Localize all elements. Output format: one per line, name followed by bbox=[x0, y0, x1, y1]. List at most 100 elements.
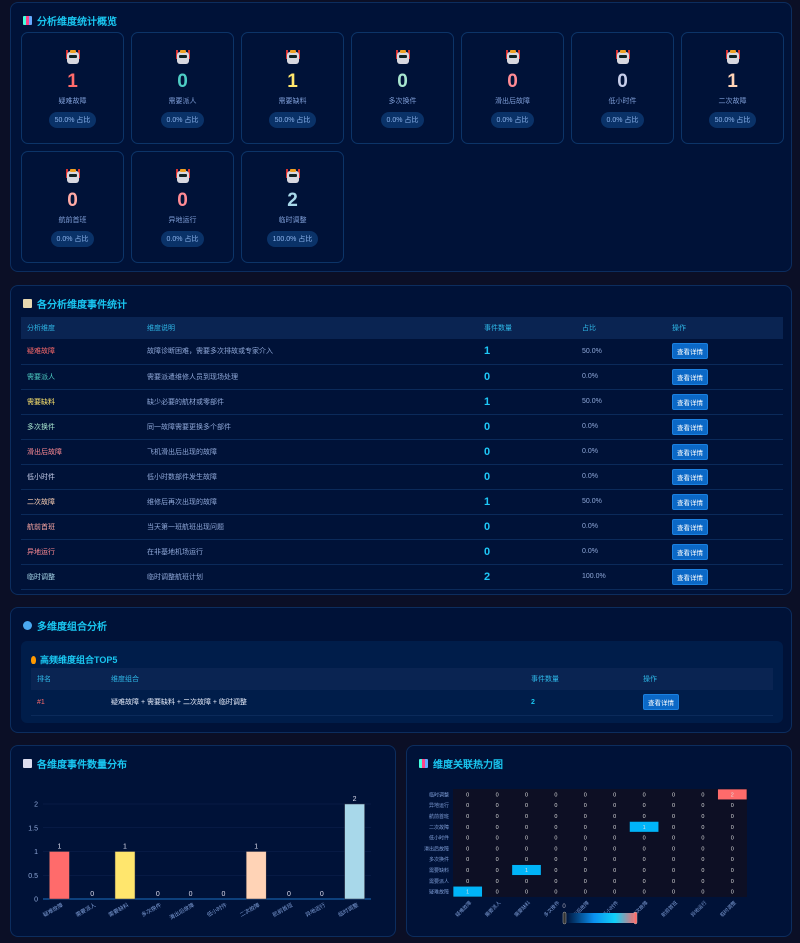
heatmap-cell bbox=[717, 788, 748, 801]
magnifier-icon bbox=[23, 621, 32, 630]
heatmap-cell-value: 0 bbox=[701, 803, 704, 809]
heatmap-cell-value: 0 bbox=[525, 814, 528, 820]
heatmap-cell-value: 0 bbox=[554, 868, 557, 874]
overview-panel: 分析维度统计概览 1 疑难故障 50.0% 占比 0 需要派人 0.0% 占比 … bbox=[10, 2, 792, 272]
robot-icon bbox=[175, 168, 191, 184]
robot-icon bbox=[65, 168, 81, 184]
heatmap-cell-value: 0 bbox=[643, 803, 646, 809]
view-details-button[interactable]: 查看详情 bbox=[672, 368, 708, 385]
view-details-button[interactable]: 查看详情 bbox=[643, 694, 679, 711]
col-header: 操作 bbox=[666, 317, 783, 339]
heatmap-cell-value: 0 bbox=[554, 803, 557, 809]
view-details-button[interactable]: 查看详情 bbox=[672, 518, 708, 535]
combo-count: 2 bbox=[525, 690, 637, 716]
y-tick-label: 临时调整 bbox=[429, 791, 449, 798]
x-tick-label: 需要缺料 bbox=[513, 899, 532, 918]
dimension-desc: 需要派遣维修人员到现场处理 bbox=[141, 364, 478, 390]
heatmap-cell-value: 0 bbox=[584, 868, 587, 874]
heatmap-cell-value: 0 bbox=[731, 868, 734, 874]
dimension-card[interactable]: 0 滑出后故障 0.0% 占比 bbox=[461, 32, 564, 144]
view-details-button[interactable]: 查看详情 bbox=[672, 418, 708, 435]
dimension-card[interactable]: 1 疑难故障 50.0% 占比 bbox=[21, 32, 124, 144]
dimension-desc: 同一故障需要更换多个部件 bbox=[141, 414, 478, 440]
heatmap-cell-value: 0 bbox=[466, 803, 469, 809]
heatmap-cell-value: 0 bbox=[701, 836, 704, 842]
heatmap-cell-value: 0 bbox=[466, 814, 469, 820]
x-tick-label: 多次换件 bbox=[542, 899, 561, 918]
events-panel: 各分析维度事件统计 分析维度 维度说明 事件数量 占比 操作 疑难故障 故障诊断困难，需… bbox=[10, 285, 792, 595]
y-tick-label: 低小时件 bbox=[429, 835, 449, 842]
table-row: 疑难故障 故障诊断困难，需要多次排故或专家介入 1 50.0% 查看详情 bbox=[21, 339, 783, 365]
heatmap-cell-value: 0 bbox=[731, 879, 734, 885]
view-details-button[interactable]: 查看详情 bbox=[672, 543, 708, 560]
event-percent: 50.0% bbox=[576, 339, 666, 365]
heatmap-cell bbox=[511, 864, 542, 876]
heatmap-cell-value: 0 bbox=[584, 846, 587, 852]
card-label: 疑难故障 bbox=[58, 98, 87, 105]
heatmap-cell-value: 0 bbox=[613, 825, 616, 831]
card-percent: 0.0% 占比 bbox=[160, 112, 205, 128]
view-details-button[interactable]: 查看详情 bbox=[672, 568, 708, 585]
heatmap-cell-value: 0 bbox=[643, 879, 646, 885]
dimension-card[interactable]: 0 低小时件 0.0% 占比 bbox=[571, 32, 674, 144]
view-details-button[interactable]: 查看详情 bbox=[672, 443, 708, 460]
table-row: 异地运行 在非基地机场运行 0 0.0% 查看详情 bbox=[21, 539, 783, 565]
x-tick-label: 需要派人 bbox=[484, 900, 502, 918]
heatmap-title: 维度关联热力图 bbox=[433, 760, 503, 771]
card-percent-value: 0.0% bbox=[166, 117, 183, 124]
view-details-button[interactable]: 查看详情 bbox=[672, 343, 708, 360]
card-percent: 100.0% 占比 bbox=[266, 231, 319, 247]
dimension-card[interactable]: 0 异地运行 0.0% 占比 bbox=[131, 151, 234, 263]
card-percent-value: 100.0% bbox=[272, 236, 297, 243]
card-label: 二次故障 bbox=[718, 98, 747, 105]
heatmap-cell-value: 0 bbox=[731, 814, 734, 820]
y-tick-label: 疑难故障 bbox=[429, 889, 449, 896]
heatmap-cell-value: 0 bbox=[584, 814, 587, 820]
card-percent-suffix: 占比 bbox=[296, 236, 313, 243]
card-percent-suffix: 占比 bbox=[182, 236, 199, 243]
heatmap-cell-value: 0 bbox=[496, 890, 499, 896]
rank: #1 bbox=[31, 690, 105, 716]
heatmap-cell-value: 0 bbox=[672, 825, 675, 831]
event-count: 0 bbox=[478, 464, 576, 490]
card-percent: 50.0% 占比 bbox=[268, 112, 317, 128]
heatmap-cell-value: 0 bbox=[701, 857, 704, 863]
dimension-card[interactable]: 1 需要缺料 50.0% 占比 bbox=[241, 32, 344, 144]
card-count: 0 bbox=[617, 71, 628, 92]
card-percent-value: 50.0% bbox=[714, 117, 735, 124]
heatmap-cell-value: 0 bbox=[466, 836, 469, 842]
view-details-button[interactable]: 查看详情 bbox=[672, 393, 708, 410]
col-count: 事件数量 bbox=[525, 668, 637, 690]
y-tick-label: 多次换件 bbox=[429, 856, 449, 863]
heatmap-cell-value: 0 bbox=[496, 836, 499, 842]
dimension-card[interactable]: 0 航前首班 0.0% 占比 bbox=[21, 151, 124, 263]
col-header: 分析维度 bbox=[21, 317, 141, 339]
heatmap-cell bbox=[452, 885, 483, 898]
combo-panel: 多维度组合分析 高频维度组合TOP5 排名 维度组合 事件数量 操作 #1 疑难… bbox=[10, 607, 792, 733]
dimension-card[interactable]: 2 临时调整 100.0% 占比 bbox=[241, 151, 344, 263]
view-details-button[interactable]: 查看详情 bbox=[672, 468, 708, 485]
heatmap-cell bbox=[629, 821, 660, 833]
heatmap-cell-value: 0 bbox=[672, 890, 675, 896]
card-percent-value: 0.0% bbox=[606, 117, 623, 124]
robot-icon bbox=[65, 49, 81, 65]
y-tick-label: 需要派人 bbox=[429, 879, 449, 885]
dimension-name: 二次故障 bbox=[21, 489, 141, 515]
dimension-card[interactable]: 0 需要派人 0.0% 占比 bbox=[131, 32, 234, 144]
heatmap-cell-value: 0 bbox=[584, 857, 587, 863]
heatmap-cell-value: 0 bbox=[643, 846, 646, 852]
card-percent-value: 0.0% bbox=[56, 236, 73, 243]
combo-subpanel: 高频维度组合TOP5 排名 维度组合 事件数量 操作 #1 疑难故障 + 需要缺… bbox=[21, 641, 783, 723]
heatmap-cell-value: 0 bbox=[554, 825, 557, 831]
view-details-button[interactable]: 查看详情 bbox=[672, 493, 708, 510]
dimension-desc: 临时调整航班计划 bbox=[141, 564, 478, 590]
col-header: 占比 bbox=[576, 317, 666, 339]
visual-map-max-handle[interactable] bbox=[633, 911, 638, 925]
visual-map-min-handle[interactable] bbox=[562, 911, 567, 925]
heatmap-cell-value: 0 bbox=[701, 814, 704, 820]
heatmap-cell-value: 0 bbox=[672, 803, 675, 809]
dimension-card[interactable]: 0 多次换件 0.0% 占比 bbox=[351, 32, 454, 144]
dimension-card[interactable]: 1 二次故障 50.0% 占比 bbox=[681, 32, 784, 144]
heatmap-cell-value: 0 bbox=[496, 803, 499, 809]
